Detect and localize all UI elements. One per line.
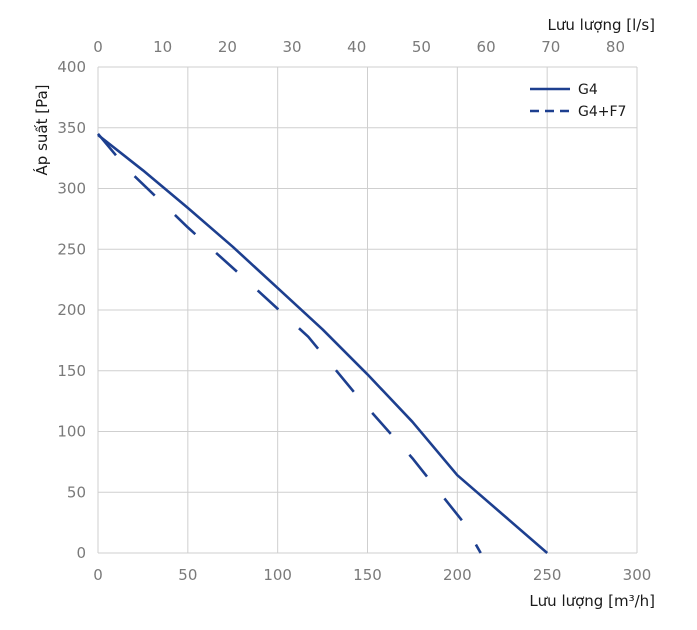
x2-tick-label: 40 (347, 38, 366, 56)
x2-axis-title: Lưu lượng [l/s] (547, 16, 655, 34)
y-tick-label: 50 (67, 483, 86, 501)
y-tick-label: 400 (57, 58, 86, 76)
x-axis-ticks: 0 50 100 150 200 250 300 (93, 566, 651, 584)
y-axis-ticks: 0 50 100 150 200 250 300 350 400 (57, 58, 86, 562)
y-tick-label: 300 (57, 180, 86, 198)
x-tick-label: 50 (178, 566, 197, 584)
x-tick-label: 100 (263, 566, 292, 584)
x2-tick-label: 30 (283, 38, 302, 56)
legend: G4 G4+F7 (530, 82, 626, 120)
x2-tick-label: 20 (218, 38, 237, 56)
y-tick-label: 250 (57, 240, 86, 258)
y-tick-label: 200 (57, 301, 86, 319)
x2-axis-ticks: 0 10 20 30 40 50 60 70 80 (93, 38, 625, 56)
legend-label-1: G4 (578, 82, 598, 98)
x-tick-label: 0 (93, 566, 103, 584)
series-lines (97, 132, 549, 554)
x2-tick-label: 60 (477, 38, 496, 56)
x2-tick-label: 80 (606, 38, 625, 56)
x2-tick-label: 70 (541, 38, 560, 56)
x2-tick-label: 0 (93, 38, 103, 56)
x-axis-title: Lưu lượng [m³/h] (529, 592, 655, 610)
grid (97, 66, 638, 554)
legend-label-2: G4+F7 (578, 104, 626, 120)
y-tick-label: 150 (57, 362, 86, 380)
y-tick-label: 350 (57, 119, 86, 137)
x2-tick-label: 10 (153, 38, 172, 56)
x-tick-label: 300 (623, 566, 652, 584)
series-line-2 (97, 132, 482, 554)
y-tick-label: 0 (76, 544, 86, 562)
y-axis-title: Áp suất [Pa] (32, 85, 51, 176)
y-tick-label: 100 (57, 423, 86, 441)
x-tick-label: 250 (533, 566, 562, 584)
x-tick-label: 150 (353, 566, 382, 584)
x2-tick-label: 50 (412, 38, 431, 56)
x-tick-label: 200 (443, 566, 472, 584)
series-line-1 (97, 133, 549, 554)
